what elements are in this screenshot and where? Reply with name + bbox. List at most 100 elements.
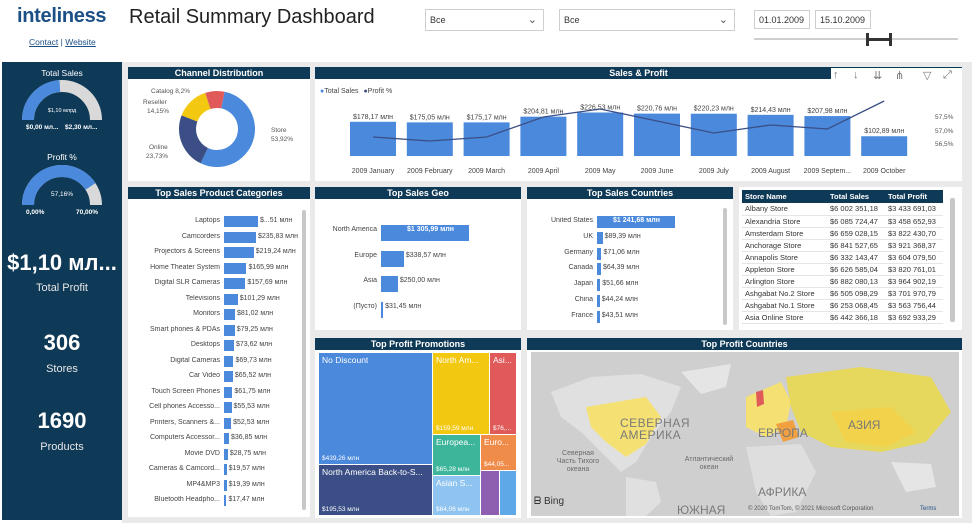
category-label: United States (550, 217, 593, 224)
link-separator: | (58, 37, 66, 47)
bar[interactable] (224, 247, 254, 258)
drill-down-icon[interactable]: ↓ (853, 69, 859, 81)
bar[interactable] (224, 464, 227, 475)
donut-slice-store[interactable] (200, 91, 255, 167)
expand-all-down-icon[interactable]: ⇊ (873, 70, 883, 82)
categories-scrollbar[interactable] (302, 210, 306, 510)
treemap-label: North Am... (436, 355, 479, 365)
sales-bar[interactable] (463, 122, 510, 156)
treemap-tile[interactable]: Asian S... $64,06 млн (433, 476, 480, 515)
donut-slice-reseller[interactable] (181, 92, 211, 122)
bar[interactable] (224, 278, 246, 289)
donut-slice-online[interactable] (179, 115, 208, 164)
filter-icon[interactable]: ▽ (923, 70, 932, 82)
bar[interactable] (224, 371, 233, 382)
bar[interactable] (224, 231, 256, 243)
bar[interactable] (224, 433, 229, 444)
bar[interactable] (381, 225, 469, 241)
bar[interactable] (224, 495, 227, 506)
table-row[interactable]: Arlington Store $6 882 080,13 $3 964 902,1… (742, 275, 943, 288)
table-row[interactable]: Asia Online Store $6 442 366,18 $3 692 933… (742, 311, 943, 324)
sales-bar[interactable] (804, 116, 851, 156)
table-row[interactable]: Ashgabat No.2 Store $6 505 098,29 $3 701 9… (742, 287, 943, 300)
column-header-profit[interactable]: Total Profit (885, 190, 943, 203)
store-table-scrollbar[interactable] (950, 198, 955, 322)
bar[interactable] (224, 216, 258, 227)
treemap-tile[interactable]: Asi... $76,... (490, 353, 516, 434)
date-slider-track[interactable] (754, 38, 958, 40)
table-row[interactable]: Alexandria Store $6 085 724,47 $3 458 652,… (742, 215, 943, 228)
bar[interactable] (224, 309, 235, 320)
sales-bar[interactable] (690, 113, 737, 156)
map-terms-link[interactable]: Terms (920, 506, 937, 512)
bar[interactable] (224, 262, 247, 274)
sales-bar[interactable] (634, 113, 680, 156)
table-cell: $6 626 585,04 (827, 263, 885, 276)
bar[interactable] (597, 310, 600, 323)
sales-bar-label: $178,17 млн (353, 114, 393, 121)
bar[interactable] (224, 479, 227, 491)
bar[interactable] (381, 301, 384, 318)
hierarchy-icon[interactable]: ⋔ (895, 70, 905, 82)
sales-bar[interactable] (747, 114, 794, 156)
date-slider-handle-right[interactable] (889, 33, 892, 46)
table-row[interactable]: Appleton Store $6 626 585,04 $3 820 761,01 (742, 263, 943, 276)
date-from-input[interactable]: 01.01.2009 (754, 10, 810, 29)
world-map[interactable] (531, 352, 959, 516)
column-header-store[interactable]: Store Name (742, 190, 827, 203)
filter-dropdown-2[interactable]: Все ⌄ (559, 9, 735, 31)
bar[interactable] (597, 295, 600, 307)
bar-value-label: $89,39 млн (604, 232, 641, 240)
bar[interactable] (224, 340, 234, 351)
filter-dropdown-2-value: Все (564, 15, 580, 25)
table-row[interactable]: Albany Store $6 002 351,18 $3 433 691,03 (742, 203, 943, 216)
table-cell: $3 604 079,50 (885, 251, 943, 264)
table-cell: $6 505 098,29 (827, 287, 885, 300)
sales-bar[interactable] (350, 121, 396, 156)
bar[interactable] (224, 355, 234, 367)
bar[interactable] (224, 402, 232, 413)
focus-mode-icon[interactable]: ⤢ (943, 69, 952, 81)
countries-panel-title: Top Sales Countries (527, 187, 733, 199)
treemap-tile[interactable]: North America Back-to-S... $195,53 млн (319, 465, 432, 515)
treemap-tile[interactable]: Europea... $65,28 млн (433, 435, 480, 475)
bar[interactable] (224, 324, 235, 336)
table-cell: Arlington Store (742, 275, 827, 288)
sales-bar[interactable] (520, 116, 567, 156)
drill-up-icon[interactable]: ↑ (833, 69, 839, 81)
bar[interactable] (224, 386, 233, 398)
category-label: Canada (568, 264, 593, 272)
table-row[interactable]: Amsterdam Store $6 659 028,15 $3 822 430,7… (742, 227, 943, 240)
bar[interactable] (224, 417, 232, 429)
treemap-tile[interactable] (500, 471, 516, 515)
table-row[interactable]: Annapolis Store $6 332 143,47 $3 604 079,5… (742, 251, 943, 264)
treemap-tile[interactable]: Euro... $44,05... (481, 435, 516, 470)
countries-scrollbar[interactable] (723, 208, 727, 325)
contact-link[interactable]: Contact (29, 37, 59, 47)
treemap-tile[interactable]: No Discount $439,26 млн (319, 353, 432, 464)
date-slider-handle-left[interactable] (866, 33, 869, 46)
sales-bar[interactable] (861, 136, 908, 156)
bar[interactable] (597, 279, 601, 292)
table-row[interactable]: Ashgabat No.1 Store $6 253 068,45 $3 563 7… (742, 299, 943, 312)
website-link[interactable]: Website (65, 37, 96, 47)
bar[interactable] (597, 263, 602, 276)
profit-line[interactable] (372, 100, 885, 142)
category-label: Home Theater System (150, 263, 220, 271)
bar[interactable] (597, 247, 602, 260)
treemap-tile[interactable]: North Am... $159,59 млн (433, 353, 489, 434)
treemap-tile[interactable] (481, 471, 499, 515)
sales-bar[interactable] (577, 112, 624, 156)
bar[interactable] (597, 231, 603, 244)
donut-slice-catalog[interactable] (205, 91, 225, 110)
sales-bar[interactable] (406, 122, 453, 156)
column-header-sales[interactable]: Total Sales (827, 190, 885, 203)
bar[interactable] (224, 448, 228, 460)
table-row[interactable]: Anchorage Store $6 841 527,65 $3 921 368,3… (742, 239, 943, 252)
bar[interactable] (381, 250, 404, 267)
bar[interactable] (224, 293, 238, 305)
bar[interactable] (381, 276, 398, 292)
date-to-input[interactable]: 15.10.2009 (815, 10, 871, 29)
filter-dropdown-1[interactable]: Все ⌄ (425, 9, 544, 31)
bar[interactable] (597, 216, 675, 228)
